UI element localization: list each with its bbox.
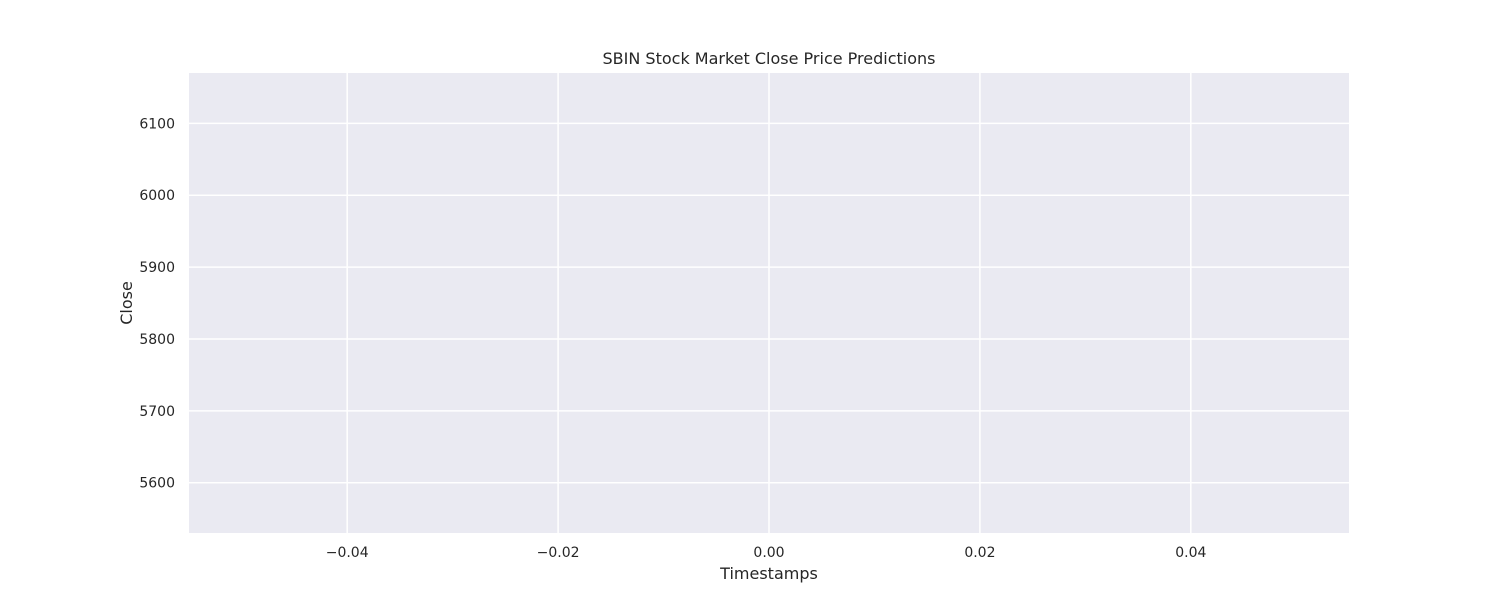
x-tick-label: 0.00 <box>753 545 784 561</box>
y-tick-label: 5700 <box>139 404 175 420</box>
chart-title: SBIN Stock Market Close Price Prediction… <box>603 49 936 68</box>
y-tick-label: 5600 <box>139 476 175 492</box>
y-axis-label: Close <box>117 281 136 325</box>
y-tick-label: 6100 <box>139 116 175 132</box>
x-tick-label: 0.04 <box>1175 545 1206 561</box>
x-tick-labels: −0.04 −0.02 0.00 0.02 0.04 <box>326 545 1207 561</box>
x-tick-label: 0.02 <box>964 545 995 561</box>
x-tick-label: −0.04 <box>326 545 369 561</box>
y-tick-label: 6000 <box>139 188 175 204</box>
x-axis-label: Timestamps <box>719 564 818 583</box>
y-tick-label: 5900 <box>139 260 175 276</box>
grid-lines <box>189 73 1349 533</box>
y-tick-label: 5800 <box>139 332 175 348</box>
x-tick-label: −0.02 <box>537 545 580 561</box>
y-tick-labels: 5600 5700 5800 5900 6000 6100 <box>139 116 175 491</box>
